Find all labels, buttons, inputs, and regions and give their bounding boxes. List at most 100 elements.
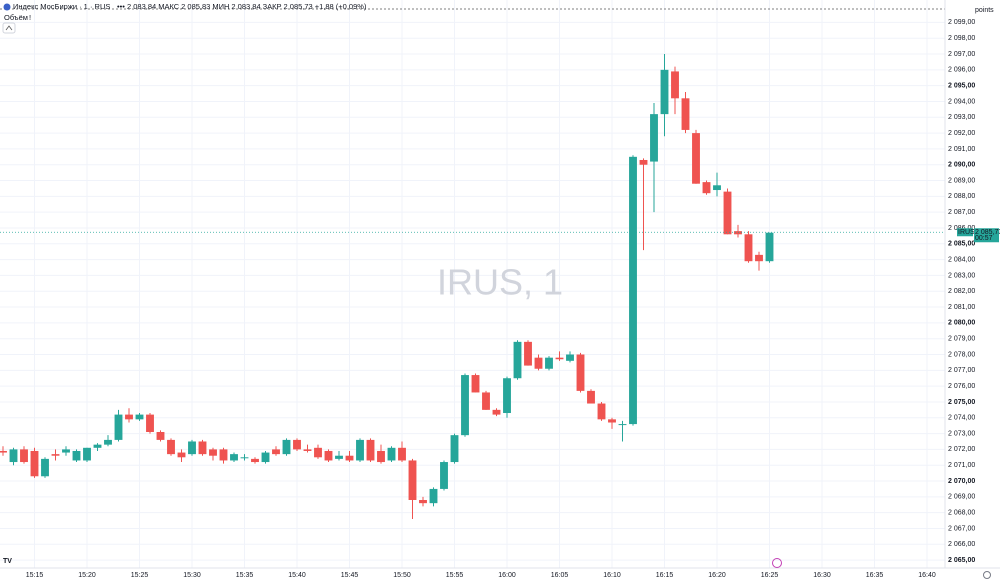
candle-body [72,450,81,461]
candle-body [744,234,753,262]
y-tick-label: 2 065,00 [948,557,975,564]
y-tick-label: 2 088,00 [948,193,975,200]
legend-item: ЗАКР [263,2,282,11]
y-tick-label: 2 078,00 [948,351,975,358]
flag-icon [3,3,11,11]
candle-body [461,375,469,436]
legend-item: МИН [212,2,229,11]
event-icon[interactable] [772,558,782,568]
candle-body [650,114,658,162]
x-tick-label: 15:55 [446,572,464,579]
candle-body [492,409,501,415]
currency-label[interactable]: points [975,7,994,14]
candle-body [62,449,70,453]
y-tick-label: 2 076,00 [948,383,975,390]
y-tick-label: 2 071,00 [948,462,975,469]
candle-body [681,98,690,130]
y-tick-label: 2 073,00 [948,430,975,437]
price-tag-symbol: IRUS [958,229,975,236]
more-dots[interactable]: ••• [117,2,125,11]
candle-body [240,457,249,459]
candle-body [597,403,606,420]
y-tick-label: 2 070,00 [948,478,975,485]
collapse-button[interactable] [2,22,16,34]
candle-body [398,447,406,461]
x-tick-label: 16:30 [813,572,831,579]
candle-body [0,450,7,453]
legend-item: МАКС [158,2,180,11]
candle-body [671,71,679,99]
x-tick-label: 15:20 [78,572,96,579]
volume-label[interactable]: Объём [4,13,28,22]
legend-item: 2 085,73 [284,2,313,11]
y-tick-label: 2 093,00 [948,114,975,121]
y-tick-label: 2 095,00 [948,82,975,89]
candle-body [188,441,196,455]
price-tag-bg [974,228,999,243]
candle-body [566,354,574,361]
candle-body [429,488,438,504]
candle-body [198,441,207,455]
candle-body [356,439,364,461]
candle-body [261,452,270,463]
candle-body [135,414,144,420]
candle-body [167,439,175,455]
candle-body [576,354,585,391]
symbol-title[interactable]: Индекс МосБиржи · 1 · RUS [13,2,110,11]
watermark: IRUS, 1 [437,262,563,303]
candle-body [20,449,28,463]
y-tick-label: 2 092,00 [948,130,975,137]
x-tick-label: 15:50 [393,572,411,579]
legend-item: 2 083,84 [127,2,156,11]
price-tag-countdown: 00:57 [975,235,993,242]
x-tick-label: 16:40 [918,572,936,579]
candle-body [534,357,543,369]
candle-body [324,450,333,461]
x-tick-label: 15:35 [236,572,254,579]
candle-body [755,254,763,262]
x-tick-label: 16:05 [551,572,569,579]
price-tag-symbol-bg [957,228,973,237]
y-tick-label: 2 079,00 [948,336,975,343]
collapse-icon [5,25,13,31]
settings-icon[interactable] [983,571,991,579]
candle-body [41,458,49,477]
candle-body [104,439,112,445]
candle-body [503,378,511,414]
x-tick-label: 16:25 [761,572,779,579]
y-tick-label: 2 089,00 [948,177,975,184]
x-tick-label: 16:35 [866,572,884,579]
candle-body [345,455,354,461]
y-tick-label: 2 099,00 [948,19,975,26]
candle-body [419,499,427,504]
candle-body [387,447,396,461]
x-tick-label: 15:25 [131,572,149,579]
candle-body [471,375,480,393]
candle-body [51,454,60,456]
candle-body [93,444,102,448]
candle-body [524,341,532,366]
y-tick-label: 2 075,00 [948,399,975,406]
y-tick-label: 2 084,00 [948,256,975,263]
candle-body [219,449,228,461]
candle-body [734,231,742,235]
axes: 2 065,00 2 066,00 2 067,00 2 068,00 2 069,00… [26,19,1000,579]
volume-alert[interactable]: ! [29,13,31,22]
y-tick-label: 2 085,00 [948,241,975,248]
x-tick-label: 15:40 [288,572,306,579]
candle-body [30,450,39,477]
y-tick-label: 2 074,00 [948,415,975,422]
candle-body [723,191,732,235]
y-tick-label: 2 067,00 [948,525,975,532]
y-tick-label: 2 080,00 [948,320,975,327]
x-tick-label: 15:15 [26,572,44,579]
y-tick-label: 2 066,00 [948,541,975,548]
y-tick-label: 2 096,00 [948,67,975,74]
candle-body [209,449,217,456]
y-tick-label: 2 094,00 [948,98,975,105]
legend-item: 2 085,83 [181,2,210,11]
candle-body [114,414,123,440]
candle-body [692,133,700,184]
